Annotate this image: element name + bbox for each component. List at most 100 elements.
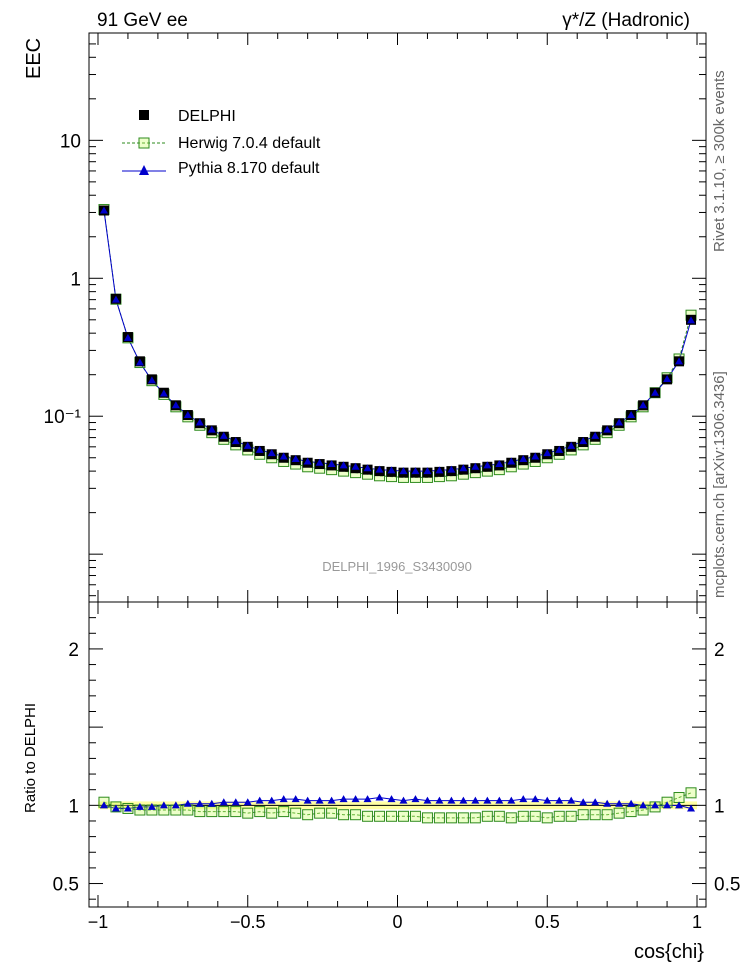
pythia-ratio-point bbox=[279, 795, 288, 803]
ratio-panel: −1 −0.5 0 0.5 1 2 2 1 1 0.5 0.5 bbox=[53, 601, 740, 932]
herwig-ratio-point bbox=[338, 809, 350, 821]
pythia-ratio-point bbox=[267, 796, 276, 804]
pythia-ratio-point bbox=[495, 796, 504, 804]
pythia-point bbox=[135, 358, 144, 366]
analysis-watermark: DELPHI_1996_S3430090 bbox=[322, 559, 472, 574]
legend-marker-data bbox=[139, 110, 149, 120]
herwig-ratio-point bbox=[433, 812, 445, 824]
herwig-ratio-point bbox=[350, 809, 362, 821]
herwig-ratio-point bbox=[493, 810, 505, 822]
pythia-ratio-point bbox=[615, 799, 624, 807]
pythia-point bbox=[291, 454, 300, 462]
pythia-point bbox=[543, 449, 552, 457]
pythia-ratio-point bbox=[351, 795, 360, 803]
herwig-ratio-point bbox=[685, 787, 697, 799]
pythia-ratio-point bbox=[435, 796, 444, 804]
herwig-ratio-point bbox=[673, 792, 685, 804]
pythia-point bbox=[315, 458, 324, 466]
legend-label-herwig: Herwig 7.0.4 default bbox=[178, 135, 321, 152]
pythia-ratio-point bbox=[243, 798, 252, 806]
header-right-label: γ*/Z (Hadronic) bbox=[562, 10, 690, 31]
pythia-point bbox=[327, 460, 336, 468]
ratio-y-axis-label: Ratio to DELPHI bbox=[22, 703, 39, 813]
herwig-ratio-point bbox=[218, 806, 230, 818]
ratio-y-tick-label: 2 bbox=[68, 640, 79, 661]
pythia-point bbox=[279, 452, 288, 460]
herwig-ratio-point bbox=[529, 810, 541, 822]
pythia-point bbox=[351, 462, 360, 470]
pythia-point bbox=[651, 388, 660, 396]
x-tick-label: −0.5 bbox=[230, 912, 266, 932]
pythia-ratio-point bbox=[555, 796, 564, 804]
herwig-ratio-point bbox=[314, 807, 326, 819]
pythia-point bbox=[687, 316, 696, 324]
herwig-ratio-point bbox=[326, 807, 338, 819]
pythia-point bbox=[387, 466, 396, 474]
pythia-point bbox=[171, 401, 180, 409]
pythia-point bbox=[675, 357, 684, 365]
pythia-ratio-point bbox=[543, 796, 552, 804]
pythia-point bbox=[363, 464, 372, 472]
pythia-point bbox=[375, 465, 384, 473]
herwig-ratio-point bbox=[541, 812, 553, 824]
herwig-ratio-point bbox=[290, 807, 302, 819]
x-tick-label: 1 bbox=[692, 912, 702, 932]
pythia-point bbox=[531, 452, 540, 460]
pythia-point bbox=[219, 431, 228, 439]
header-left-label: 91 GeV ee bbox=[97, 10, 188, 31]
herwig-ratio-point bbox=[278, 806, 290, 818]
pythia-point bbox=[147, 376, 156, 384]
pythia-point bbox=[471, 462, 480, 470]
pythia-point bbox=[447, 465, 456, 473]
x-tick-label: 0 bbox=[392, 912, 402, 932]
pythia-ratio-point bbox=[483, 796, 492, 804]
pythia-ratio-point bbox=[603, 799, 612, 807]
pythia-ratio-point bbox=[327, 796, 336, 804]
herwig-ratio-point bbox=[481, 810, 493, 822]
x-axis-label: cos{chi} bbox=[634, 941, 704, 963]
pythia-ratio-point bbox=[159, 801, 168, 809]
herwig-ratio-point bbox=[565, 810, 577, 822]
y-tick-label: 10⁻¹ bbox=[44, 407, 82, 428]
herwig-line bbox=[103, 209, 692, 478]
herwig-ratio-point bbox=[374, 810, 386, 822]
pythia-ratio-point bbox=[255, 796, 264, 804]
pythia-point bbox=[423, 467, 432, 475]
pythia-ratio-point bbox=[123, 804, 132, 812]
pythia-point bbox=[111, 295, 120, 303]
pythia-ratio-point bbox=[627, 799, 636, 807]
pythia-point bbox=[255, 445, 264, 453]
pythia-ratio-point bbox=[219, 798, 228, 806]
pythia-ratio-point bbox=[519, 795, 528, 803]
herwig-ratio-point bbox=[445, 812, 457, 824]
herwig-ratio-point bbox=[625, 806, 637, 818]
pythia-ratio-point bbox=[111, 804, 120, 812]
pythia-point bbox=[603, 425, 612, 433]
herwig-ratio-line bbox=[103, 792, 692, 819]
herwig-ratio-point bbox=[194, 806, 206, 818]
herwig-ratio-point bbox=[553, 810, 565, 822]
herwig-ratio-point bbox=[362, 810, 374, 822]
x-tick-label: 0.5 bbox=[535, 912, 560, 932]
pythia-point bbox=[627, 411, 636, 419]
pythia-point bbox=[579, 437, 588, 445]
herwig-ratio-point bbox=[613, 807, 625, 819]
rivet-label: Rivet 3.1.10, ≥ 300k events bbox=[711, 70, 728, 252]
herwig-ratio-point bbox=[266, 807, 278, 819]
pythia-point bbox=[243, 441, 252, 449]
herwig-ratio-point bbox=[397, 810, 409, 822]
pythia-point bbox=[339, 461, 348, 469]
pythia-ratio-point bbox=[363, 795, 372, 803]
legend-label-data: DELPHI bbox=[178, 108, 236, 125]
pythia-point bbox=[99, 206, 108, 214]
ratio-y-tick-label-right: 2 bbox=[714, 640, 725, 661]
pythia-ratio-point bbox=[423, 796, 432, 804]
main-y-axis-label: EEC bbox=[23, 38, 45, 79]
herwig-ratio-point bbox=[505, 812, 517, 824]
pythia-ratio-point bbox=[411, 795, 420, 803]
pythia-point bbox=[519, 454, 528, 462]
ratio-y-tick-label: 1 bbox=[68, 796, 79, 817]
pythia-ratio-point bbox=[459, 796, 468, 804]
pythia-point bbox=[663, 375, 672, 383]
